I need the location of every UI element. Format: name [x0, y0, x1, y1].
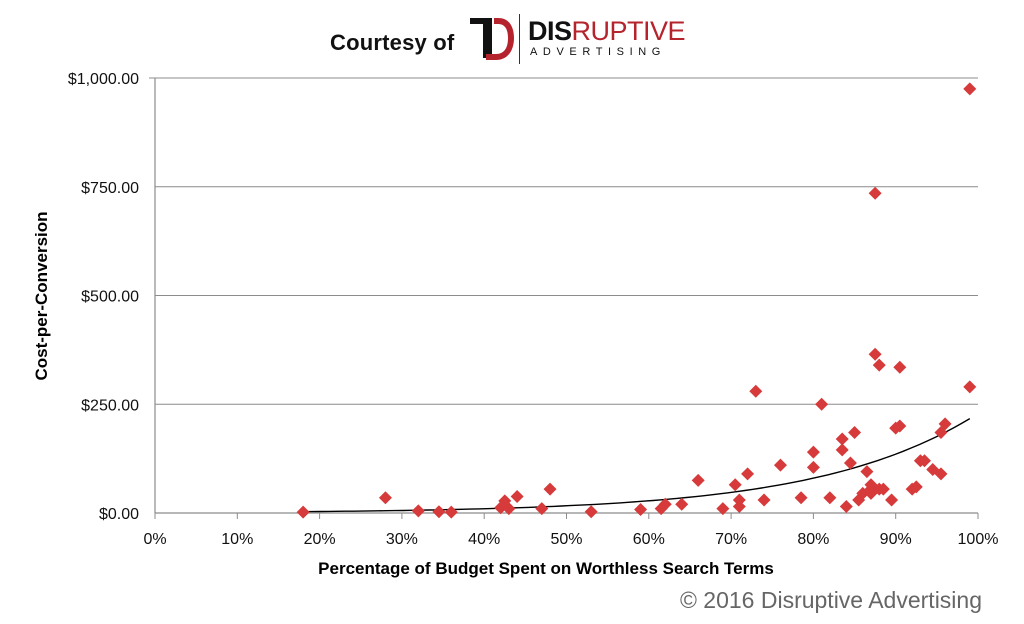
data-point [741, 467, 755, 481]
data-points [296, 82, 977, 519]
data-point [543, 482, 557, 496]
data-point [535, 502, 549, 516]
data-point [296, 505, 310, 519]
data-point [860, 465, 874, 479]
data-point [732, 499, 746, 513]
data-point [843, 456, 857, 470]
data-point [691, 473, 705, 487]
data-point [634, 503, 648, 517]
x-tick-label: 60% [633, 531, 665, 548]
x-tick-label: 20% [304, 531, 336, 548]
data-point [963, 380, 977, 394]
data-point [938, 417, 952, 431]
data-point [794, 491, 808, 505]
y-tick-labels: $0.00 $250.00 $500.00 $750.00 $1,000.00 [68, 71, 139, 523]
data-point [823, 491, 837, 505]
x-tick-label: 30% [386, 531, 418, 548]
data-point [885, 493, 899, 507]
data-point [806, 460, 820, 474]
courtesy-label: Courtesy of [330, 30, 455, 55]
data-point [839, 499, 853, 513]
y-tick-label: $250.00 [81, 397, 139, 414]
x-tick-label: 70% [715, 531, 747, 548]
data-point [815, 397, 829, 411]
data-point [868, 186, 882, 200]
data-point [658, 497, 672, 511]
data-point [868, 347, 882, 361]
x-tick-label: 40% [468, 531, 500, 548]
y-axis-label: Cost-per-Conversion [32, 211, 51, 380]
data-point [444, 505, 458, 519]
x-tick-label: 0% [143, 531, 166, 548]
data-point [876, 482, 890, 496]
x-tick-label: 50% [550, 531, 582, 548]
data-point [872, 358, 886, 372]
y-tick-label: $0.00 [99, 506, 139, 523]
x-tick-label: 90% [880, 531, 912, 548]
data-point [757, 493, 771, 507]
data-point [918, 454, 932, 468]
data-point [934, 467, 948, 481]
data-point [732, 493, 746, 507]
copyright-text: © 2016 Disruptive Advertising [679, 587, 982, 613]
data-point [411, 504, 425, 518]
courtesy-header: Courtesy of DISRUPTIVE ADVERTISING [330, 12, 730, 68]
data-point [502, 502, 516, 516]
logo-word-red: RUPTIVE [571, 16, 686, 46]
data-point [963, 82, 977, 96]
data-point [835, 443, 849, 457]
logo-divider [519, 14, 520, 64]
data-point [893, 419, 907, 433]
data-point [806, 445, 820, 459]
x-tick-label: 10% [221, 531, 253, 548]
data-point [510, 489, 524, 503]
logo-wordmark: DISRUPTIVE [528, 16, 686, 47]
data-point [378, 491, 392, 505]
data-point [909, 480, 923, 494]
data-point [584, 505, 598, 519]
data-point [716, 502, 730, 516]
y-tick-label: $500.00 [81, 289, 139, 306]
data-point [835, 432, 849, 446]
x-tick-label: 80% [797, 531, 829, 548]
y-tick-label: $750.00 [81, 180, 139, 197]
data-point [773, 458, 787, 472]
y-tick-label: $1,000.00 [68, 71, 139, 88]
data-point [432, 505, 446, 519]
gridlines [155, 77, 978, 405]
x-tick-label: 100% [958, 531, 999, 548]
x-axis-label: Percentage of Budget Spent on Worthless … [318, 559, 774, 578]
data-point [749, 384, 763, 398]
data-point [728, 478, 742, 492]
disruptive-logo-icon [470, 18, 514, 60]
axes [149, 77, 979, 519]
data-point [675, 497, 689, 511]
data-point [848, 426, 862, 440]
logo-word-dark: DIS [528, 16, 572, 46]
logo-subtitle: ADVERTISING [530, 46, 666, 58]
x-tick-labels: 0% 10% 20% 30% 40% 50% 60% 70% 80% 90% 100% [143, 531, 998, 548]
data-point [893, 360, 907, 374]
